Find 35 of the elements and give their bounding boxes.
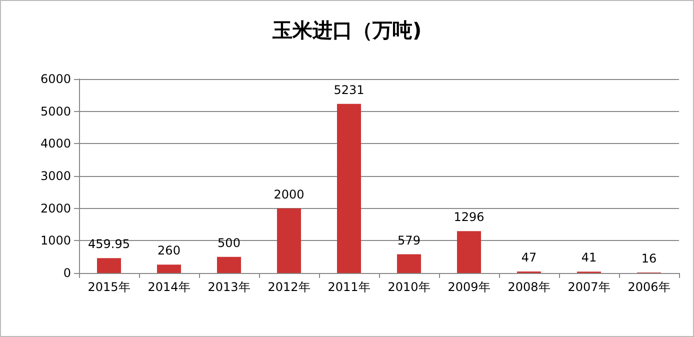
data-label: 500 [218,236,240,250]
x-tick-label: 2012年 [268,280,310,294]
x-tick-label: 2015年 [88,280,130,294]
x-tick-label: 2008年 [508,280,550,294]
bar [277,208,301,273]
y-tick-label: 2000 [40,201,71,216]
x-tick-label: 2006年 [628,280,670,294]
bar [157,264,181,273]
y-tick-label: 0 [63,266,71,280]
data-label: 260 [158,244,180,258]
data-label: 2000 [274,187,304,202]
data-label: 16 [641,251,657,266]
y-tick-label: 4000 [40,136,71,151]
data-label: 41 [581,250,597,265]
bar [217,256,241,273]
data-label: 459.95 [88,237,130,252]
x-tick-label: 2010年 [388,280,430,294]
chart-title: 玉米进口（万吨) [271,18,422,42]
bar [457,231,481,273]
x-tick-label: 2007年 [568,280,610,294]
data-label: 1296 [454,210,484,224]
x-tick-label: 2013年 [208,280,250,294]
x-tick-label: 2014年 [148,280,190,294]
x-tick-label: 2009年 [448,280,490,294]
bar [337,104,361,273]
bar [397,254,421,273]
data-label: 47 [521,250,537,264]
y-tick-label: 1000 [40,234,71,248]
bar [97,258,121,273]
y-tick-label: 3000 [40,169,71,183]
x-tick-label: 2011年 [328,280,370,294]
data-label: 579 [398,233,420,248]
data-label: 5231 [334,82,364,97]
y-tick-label: 5000 [40,104,71,118]
y-tick-label: 6000 [40,72,71,86]
